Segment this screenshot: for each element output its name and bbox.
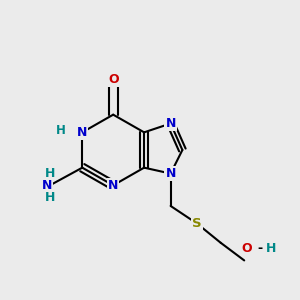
- Text: O: O: [108, 73, 119, 86]
- Text: -: -: [258, 242, 263, 255]
- Text: H: H: [266, 242, 276, 255]
- Text: H: H: [56, 124, 66, 137]
- Text: N: N: [108, 179, 119, 192]
- Text: N: N: [165, 167, 176, 180]
- Text: N: N: [77, 126, 88, 139]
- Text: O: O: [242, 242, 253, 255]
- Text: H: H: [45, 167, 55, 180]
- Text: H: H: [45, 190, 55, 204]
- Text: S: S: [192, 217, 202, 230]
- Text: N: N: [42, 179, 52, 192]
- Text: N: N: [165, 117, 176, 130]
